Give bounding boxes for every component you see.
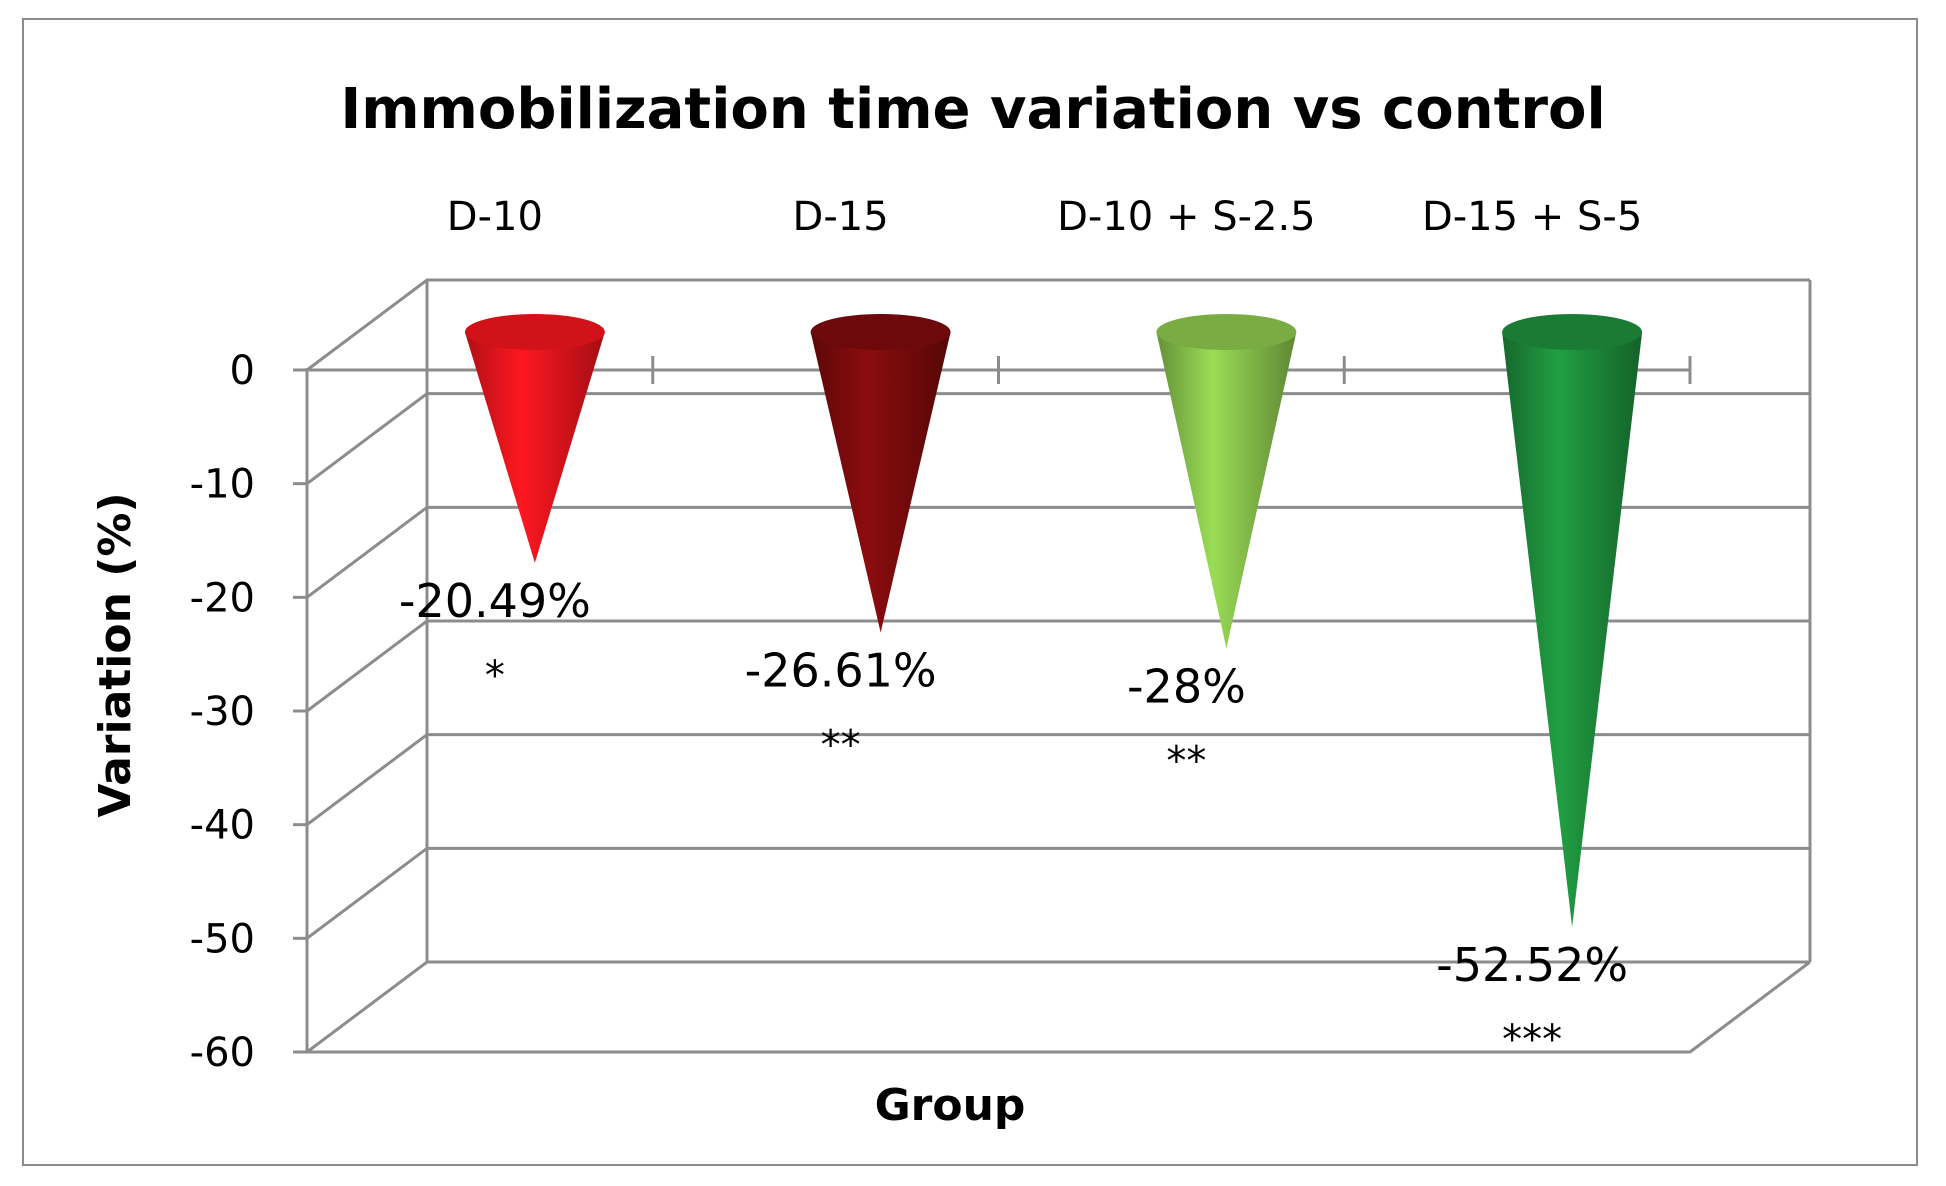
category-labels: D-10 D-15 D-10 + S-2.5 D-15 + S-5 (447, 194, 1643, 240)
y-tick-label: 0 (230, 348, 255, 394)
y-tick-label: -20 (190, 575, 255, 621)
data-labels: -20.49% * -26.61% ** -28% ** -52.52% *** (399, 574, 1628, 1063)
significance-marker: * (485, 653, 505, 699)
category-label: D-10 (447, 194, 543, 240)
category-label: D-10 + S-2.5 (1057, 194, 1316, 240)
cone-bar (1156, 332, 1297, 649)
significance-marker: *** (1502, 1017, 1562, 1063)
cone-bar (810, 332, 951, 633)
gridline (306, 960, 1810, 1054)
grid-layer (293, 278, 1812, 1054)
gridline (306, 846, 1810, 940)
y-tick-label: -40 (190, 803, 255, 849)
cone-series (464, 314, 1643, 927)
cone-cap (810, 314, 951, 350)
gridline (306, 278, 1810, 372)
y-tick-label: -10 (190, 462, 255, 508)
gridline (306, 619, 1810, 713)
cone-cap (1156, 314, 1297, 350)
y-tick-labels: 0 -10 -20 -30 -40 -50 -60 (190, 348, 255, 1076)
y-tick-label: -30 (190, 689, 255, 735)
data-label: -52.52% (1436, 938, 1628, 992)
chart-title: Immobilization time variation vs control (340, 77, 1605, 142)
significance-marker: ** (1166, 738, 1206, 784)
y-axis-title: Variation (%) (90, 492, 141, 817)
y-tick-label: -60 (190, 1030, 255, 1076)
cone-cap (1502, 314, 1643, 350)
gridline (306, 505, 1810, 599)
cone-bar (1502, 332, 1643, 927)
y-tick-label: -50 (190, 916, 255, 962)
floor-edge (307, 960, 1811, 1054)
data-label: -20.49% (399, 574, 591, 628)
cone-bar (464, 332, 605, 563)
category-label: D-15 + S-5 (1422, 194, 1642, 240)
category-label: D-15 (793, 194, 889, 240)
cone-cap (464, 314, 605, 350)
x-axis-title: Group (875, 1080, 1026, 1131)
data-label: -28% (1127, 659, 1246, 713)
gridline (306, 733, 1810, 826)
data-label: -26.61% (745, 643, 937, 697)
significance-marker: ** (821, 722, 861, 768)
gridline (306, 392, 1810, 485)
